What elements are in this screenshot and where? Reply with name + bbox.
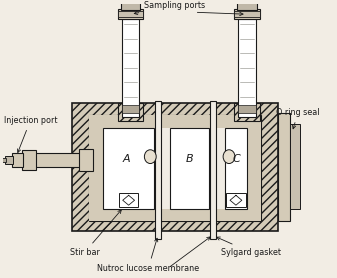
Bar (89, 115, 261, 128)
Bar (225, 128, 247, 209)
Ellipse shape (144, 150, 156, 163)
Bar (226, 193, 246, 207)
Bar (80, 149, 93, 171)
Bar (119, 193, 139, 207)
Text: Sylgard gasket: Sylgard gasket (217, 237, 281, 257)
Bar (122, 105, 140, 113)
Bar (247, 115, 261, 221)
Bar (118, 9, 144, 19)
Bar (234, 103, 259, 121)
Bar (89, 115, 261, 221)
Ellipse shape (223, 150, 235, 163)
Text: O ring seal: O ring seal (276, 108, 320, 129)
Bar (118, 11, 144, 17)
Bar (12, 153, 23, 167)
Bar (118, 103, 144, 121)
Bar (89, 115, 103, 221)
Bar (121, 1, 141, 10)
Bar (34, 153, 89, 167)
Bar (5, 156, 13, 164)
Text: Injection port: Injection port (4, 116, 57, 153)
Bar (238, 19, 255, 116)
Bar (71, 103, 278, 231)
Bar (103, 128, 154, 209)
Bar (238, 105, 255, 113)
Bar (237, 1, 256, 10)
Bar (278, 113, 290, 221)
Bar (170, 128, 209, 209)
Text: Nutroc lucose membrane: Nutroc lucose membrane (97, 238, 200, 273)
Text: A: A (122, 154, 130, 164)
Bar (234, 9, 259, 19)
Text: C: C (232, 154, 240, 164)
Text: Stir bar: Stir bar (69, 210, 121, 257)
Bar (89, 209, 261, 221)
Bar (234, 11, 259, 17)
Bar (122, 19, 140, 116)
Bar (210, 101, 216, 239)
Text: Sampling ports: Sampling ports (134, 1, 206, 14)
Bar (22, 150, 36, 170)
Bar (155, 101, 161, 239)
Text: B: B (186, 154, 193, 164)
Bar (1, 158, 6, 162)
Bar (290, 125, 300, 209)
